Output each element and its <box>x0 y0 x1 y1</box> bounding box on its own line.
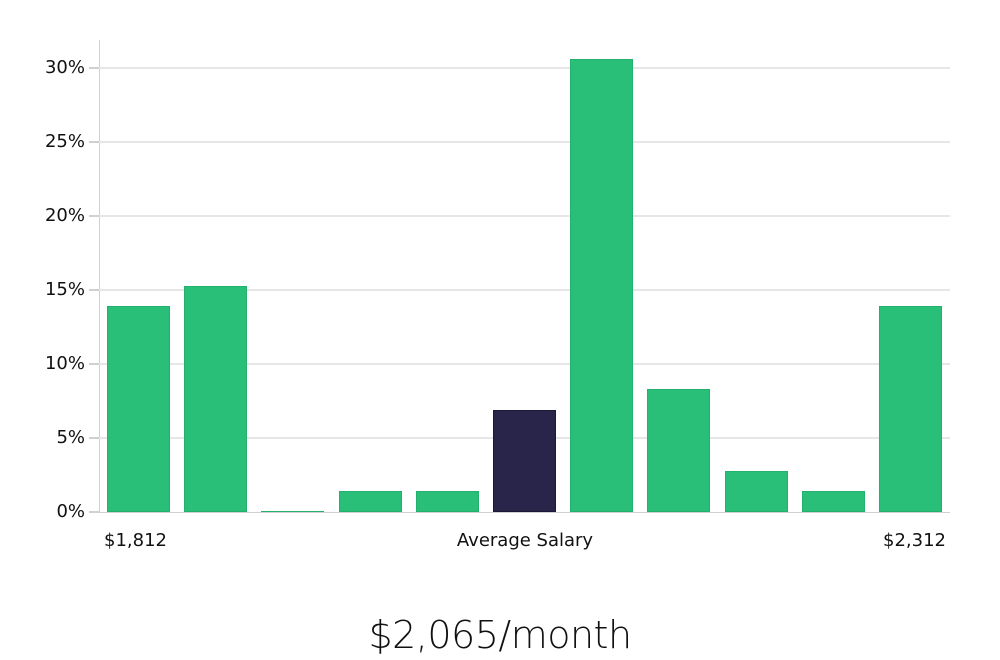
y-axis-line <box>99 40 100 513</box>
bar <box>184 285 248 512</box>
bar <box>879 306 942 512</box>
y-tick-label: 10% <box>44 353 85 374</box>
y-tick-label: 0% <box>56 501 85 522</box>
gridline <box>99 67 950 69</box>
x-max-label: $2,312 <box>883 530 946 551</box>
gridline <box>99 141 950 143</box>
y-tick-label: 30% <box>44 57 85 78</box>
bar <box>801 491 865 512</box>
x-axis-title: Average Salary <box>456 530 594 551</box>
bar <box>415 491 479 512</box>
y-tick <box>89 511 99 513</box>
x-min-label: $1,812 <box>104 530 167 551</box>
x-axis-line <box>99 512 950 513</box>
y-tick <box>89 363 99 365</box>
bar <box>338 491 402 512</box>
y-tick-label: 15% <box>44 279 85 300</box>
gridline <box>99 363 950 365</box>
y-tick-label: 25% <box>44 131 85 152</box>
y-tick <box>89 141 99 143</box>
average-salary-summary: $2,065/month <box>368 613 632 657</box>
y-tick <box>89 215 99 217</box>
y-tick <box>89 289 99 291</box>
gridline <box>99 215 950 217</box>
y-tick <box>89 67 99 69</box>
bar <box>107 306 170 512</box>
y-tick-label: 20% <box>44 205 85 226</box>
bar <box>724 470 788 512</box>
gridline <box>99 289 950 291</box>
y-tick-label: 5% <box>56 427 85 448</box>
y-tick <box>89 437 99 439</box>
bar-average <box>493 409 556 512</box>
bar <box>647 389 711 512</box>
bar <box>570 59 634 512</box>
